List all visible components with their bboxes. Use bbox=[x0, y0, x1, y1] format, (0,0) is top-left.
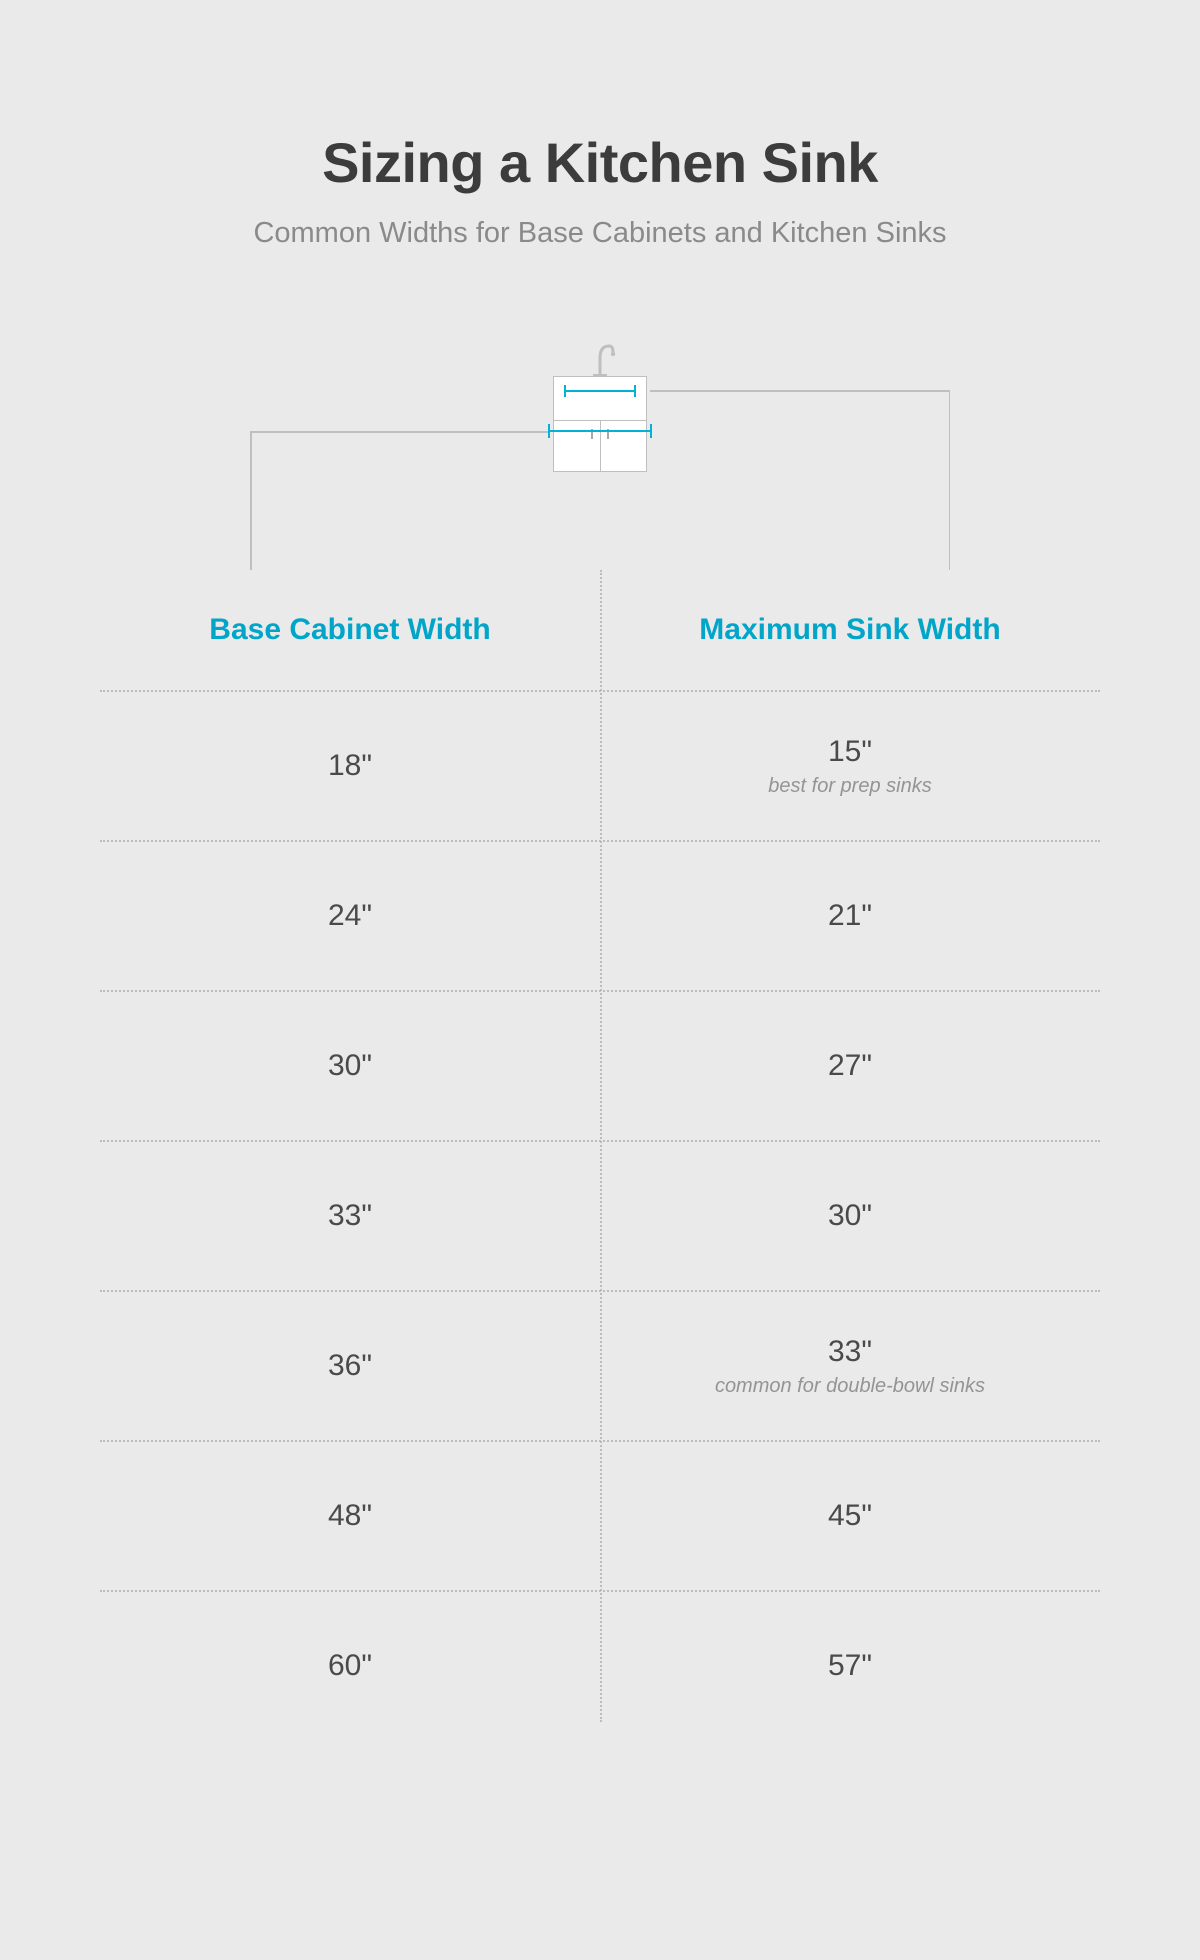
cabinet-width-value: 33" bbox=[100, 1199, 600, 1233]
sink-width-value: 45" bbox=[600, 1499, 1100, 1533]
measure-tick bbox=[650, 424, 652, 438]
sink-width-measure bbox=[565, 390, 635, 392]
measure-tick bbox=[564, 385, 566, 397]
cabinet-width-value: 24" bbox=[100, 899, 600, 933]
connector-line bbox=[650, 390, 950, 392]
sink-width-cell: 21" bbox=[600, 899, 1100, 933]
sink-width-cell: 33" common for double-bowl sinks bbox=[600, 1335, 1100, 1398]
sink-width-cell: 45" bbox=[600, 1499, 1100, 1533]
cabinet-width-cell: 30" bbox=[100, 1049, 600, 1083]
connector-line bbox=[949, 390, 951, 570]
cabinet-width-cell: 60" bbox=[100, 1649, 600, 1683]
cabinet-width-value: 60" bbox=[100, 1649, 600, 1683]
sink-width-value: 15" bbox=[600, 735, 1100, 769]
cabinet-width-value: 18" bbox=[100, 749, 600, 783]
page-title: Sizing a Kitchen Sink bbox=[100, 130, 1100, 195]
cabinet-diagram bbox=[250, 330, 950, 570]
sizing-table: Base Cabinet Width Maximum Sink Width 18… bbox=[100, 570, 1100, 1740]
connector-line bbox=[250, 431, 252, 570]
sink-width-cell: 27" bbox=[600, 1049, 1100, 1083]
sink-note: common for double-bowl sinks bbox=[600, 1375, 1100, 1398]
connector-line bbox=[250, 431, 550, 433]
cabinet-width-value: 36" bbox=[100, 1349, 600, 1383]
faucet-icon bbox=[583, 338, 617, 380]
sink-note: best for prep sinks bbox=[600, 775, 1100, 798]
column-header-sink: Maximum Sink Width bbox=[600, 613, 1100, 647]
table-center-divider bbox=[600, 570, 602, 1722]
page-subtitle: Common Widths for Base Cabinets and Kitc… bbox=[100, 217, 1100, 250]
column-header-cabinet: Base Cabinet Width bbox=[100, 613, 600, 647]
sink-width-cell: 57" bbox=[600, 1649, 1100, 1683]
sink-width-value: 33" bbox=[600, 1335, 1100, 1369]
measure-tick bbox=[634, 385, 636, 397]
cabinet-width-measure bbox=[549, 430, 651, 432]
cabinet-width-value: 30" bbox=[100, 1049, 600, 1083]
cabinet-width-cell: 33" bbox=[100, 1199, 600, 1233]
cabinet-width-cell: 18" bbox=[100, 749, 600, 783]
sink-width-value: 57" bbox=[600, 1649, 1100, 1683]
measure-tick bbox=[548, 424, 550, 438]
infographic-container: Sizing a Kitchen Sink Common Widths for … bbox=[0, 0, 1200, 1800]
door-divider bbox=[600, 420, 601, 471]
cabinet-width-cell: 36" bbox=[100, 1349, 600, 1383]
sink-width-cell: 15" best for prep sinks bbox=[600, 735, 1100, 798]
cabinet-width-cell: 24" bbox=[100, 899, 600, 933]
sink-width-cell: 30" bbox=[600, 1199, 1100, 1233]
cabinet-width-cell: 48" bbox=[100, 1499, 600, 1533]
sink-width-value: 21" bbox=[600, 899, 1100, 933]
sink-width-value: 30" bbox=[600, 1199, 1100, 1233]
sink-width-value: 27" bbox=[600, 1049, 1100, 1083]
cabinet-width-value: 48" bbox=[100, 1499, 600, 1533]
